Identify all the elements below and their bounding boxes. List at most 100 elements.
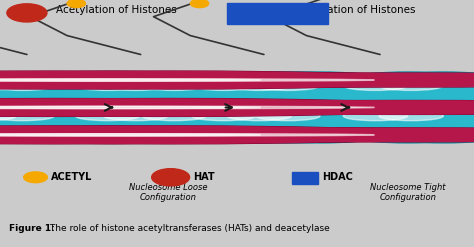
Ellipse shape	[0, 79, 261, 81]
Ellipse shape	[0, 99, 312, 116]
Ellipse shape	[200, 104, 383, 142]
Ellipse shape	[142, 81, 206, 90]
Ellipse shape	[467, 104, 474, 142]
Ellipse shape	[104, 81, 168, 90]
Ellipse shape	[75, 81, 140, 90]
Ellipse shape	[164, 73, 348, 111]
FancyArrowPatch shape	[225, 104, 232, 111]
Bar	[227, 3, 328, 24]
Ellipse shape	[0, 99, 426, 116]
Ellipse shape	[316, 104, 474, 142]
Ellipse shape	[255, 111, 320, 121]
Ellipse shape	[0, 99, 439, 116]
Ellipse shape	[150, 73, 474, 87]
Ellipse shape	[351, 73, 474, 111]
Ellipse shape	[0, 126, 439, 144]
Circle shape	[67, 0, 85, 8]
Ellipse shape	[0, 72, 1, 113]
Ellipse shape	[142, 111, 206, 121]
Ellipse shape	[227, 81, 292, 90]
Ellipse shape	[0, 104, 146, 142]
Ellipse shape	[0, 72, 426, 88]
Text: Nucleosome Tight
Configuration: Nucleosome Tight Configuration	[370, 183, 446, 202]
Ellipse shape	[137, 101, 474, 114]
Ellipse shape	[157, 72, 355, 113]
Ellipse shape	[157, 102, 355, 143]
Ellipse shape	[200, 73, 383, 111]
Ellipse shape	[0, 134, 261, 136]
Ellipse shape	[108, 102, 305, 143]
Ellipse shape	[69, 102, 267, 143]
Ellipse shape	[0, 111, 17, 121]
Ellipse shape	[0, 73, 109, 111]
Circle shape	[24, 172, 47, 183]
Text: The role of histone acetyltransferases (HATs) and deacetylase: The role of histone acetyltransferases (…	[47, 224, 330, 233]
Text: Nucleosome Loose
Configuration: Nucleosome Loose Configuration	[129, 183, 208, 202]
Ellipse shape	[0, 72, 115, 113]
Ellipse shape	[351, 104, 474, 142]
Circle shape	[152, 169, 190, 186]
Ellipse shape	[0, 134, 374, 136]
Ellipse shape	[137, 128, 474, 142]
Ellipse shape	[228, 104, 412, 142]
Ellipse shape	[316, 73, 474, 111]
Ellipse shape	[345, 72, 474, 113]
Ellipse shape	[34, 101, 474, 114]
Ellipse shape	[0, 111, 55, 121]
Ellipse shape	[0, 72, 154, 113]
Text: HAT: HAT	[193, 172, 215, 182]
Ellipse shape	[69, 72, 267, 113]
Ellipse shape	[343, 111, 408, 121]
Ellipse shape	[150, 101, 474, 114]
Ellipse shape	[0, 102, 1, 143]
Ellipse shape	[0, 79, 374, 81]
Ellipse shape	[0, 106, 261, 109]
Ellipse shape	[0, 126, 312, 143]
Bar	[292, 172, 318, 184]
Ellipse shape	[228, 73, 412, 111]
Ellipse shape	[76, 104, 260, 142]
Ellipse shape	[255, 81, 320, 90]
Ellipse shape	[221, 72, 419, 113]
Ellipse shape	[0, 81, 55, 90]
Ellipse shape	[227, 111, 292, 121]
Ellipse shape	[0, 71, 325, 89]
Ellipse shape	[114, 73, 298, 111]
Ellipse shape	[21, 73, 474, 87]
Ellipse shape	[461, 72, 474, 113]
Ellipse shape	[137, 73, 474, 87]
Ellipse shape	[0, 102, 115, 143]
Text: ACETYL: ACETYL	[51, 172, 92, 182]
Ellipse shape	[461, 102, 474, 143]
Ellipse shape	[21, 128, 474, 142]
Ellipse shape	[309, 72, 474, 113]
Ellipse shape	[34, 73, 474, 87]
Ellipse shape	[0, 102, 154, 143]
Ellipse shape	[164, 104, 348, 142]
Text: Figure 1:: Figure 1:	[9, 224, 55, 233]
FancyArrowPatch shape	[105, 104, 112, 111]
Ellipse shape	[48, 104, 232, 142]
Ellipse shape	[379, 81, 443, 90]
Text: Acetylation of Histones: Acetylation of Histones	[56, 5, 176, 15]
Ellipse shape	[0, 99, 325, 116]
Ellipse shape	[0, 71, 439, 89]
Ellipse shape	[75, 111, 140, 121]
Ellipse shape	[191, 81, 256, 90]
Text: HDAC: HDAC	[322, 172, 353, 182]
Ellipse shape	[104, 111, 168, 121]
Ellipse shape	[343, 81, 408, 90]
Ellipse shape	[0, 126, 325, 144]
Circle shape	[191, 0, 209, 8]
Ellipse shape	[0, 81, 17, 90]
Ellipse shape	[191, 111, 256, 121]
Ellipse shape	[41, 102, 238, 143]
Ellipse shape	[0, 73, 146, 111]
Ellipse shape	[379, 111, 443, 121]
Ellipse shape	[345, 102, 474, 143]
Ellipse shape	[309, 102, 474, 143]
Ellipse shape	[34, 128, 474, 142]
Ellipse shape	[150, 128, 474, 142]
Ellipse shape	[0, 104, 109, 142]
Ellipse shape	[21, 101, 474, 114]
